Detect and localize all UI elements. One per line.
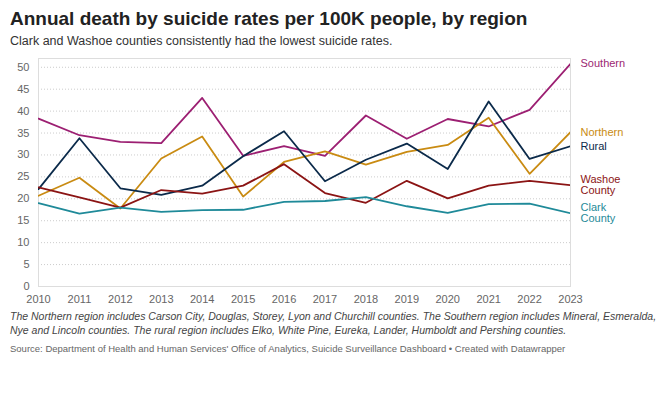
svg-text:2021: 2021 (476, 293, 500, 305)
svg-text:Rural: Rural (581, 140, 607, 152)
svg-text:50: 50 (17, 61, 29, 73)
svg-text:2023: 2023 (558, 293, 582, 305)
svg-text:2019: 2019 (395, 293, 419, 305)
svg-text:ClarkCounty: ClarkCounty (581, 201, 616, 224)
svg-text:2012: 2012 (108, 293, 132, 305)
svg-text:25: 25 (17, 170, 29, 182)
svg-text:2014: 2014 (190, 293, 214, 305)
svg-text:2018: 2018 (354, 293, 378, 305)
svg-text:45: 45 (17, 83, 29, 95)
svg-text:2022: 2022 (517, 293, 541, 305)
svg-text:30: 30 (17, 148, 29, 160)
svg-text:2015: 2015 (231, 293, 255, 305)
svg-text:Southern: Southern (581, 57, 626, 69)
svg-text:40: 40 (17, 105, 29, 117)
svg-text:35: 35 (17, 127, 29, 139)
svg-text:20: 20 (17, 192, 29, 204)
svg-text:0: 0 (23, 280, 29, 292)
svg-text:2016: 2016 (272, 293, 296, 305)
html-text:Source: Department of Health a: Source: Department of Health and Human S… (10, 343, 566, 355)
svg-text:2011: 2011 (68, 293, 92, 305)
svg-text:2013: 2013 (149, 293, 173, 305)
svg-text:15: 15 (17, 214, 29, 226)
html-text:Clark and Washoe counties cons: Clark and Washoe counties consistently h… (10, 34, 393, 48)
html-text:Annual death by suicide rates: Annual death by suicide rates per 100K p… (10, 8, 528, 29)
svg-text:2020: 2020 (435, 293, 459, 305)
html-text:The Northern region includes C: The Northern region includes Carson City… (10, 310, 657, 336)
svg-text:10: 10 (17, 236, 29, 248)
svg-text:2017: 2017 (313, 293, 337, 305)
svg-text:WashoeCounty: WashoeCounty (581, 173, 621, 196)
svg-text:2010: 2010 (26, 293, 50, 305)
svg-text:Northern: Northern (581, 126, 624, 138)
svg-text:5: 5 (23, 258, 29, 270)
